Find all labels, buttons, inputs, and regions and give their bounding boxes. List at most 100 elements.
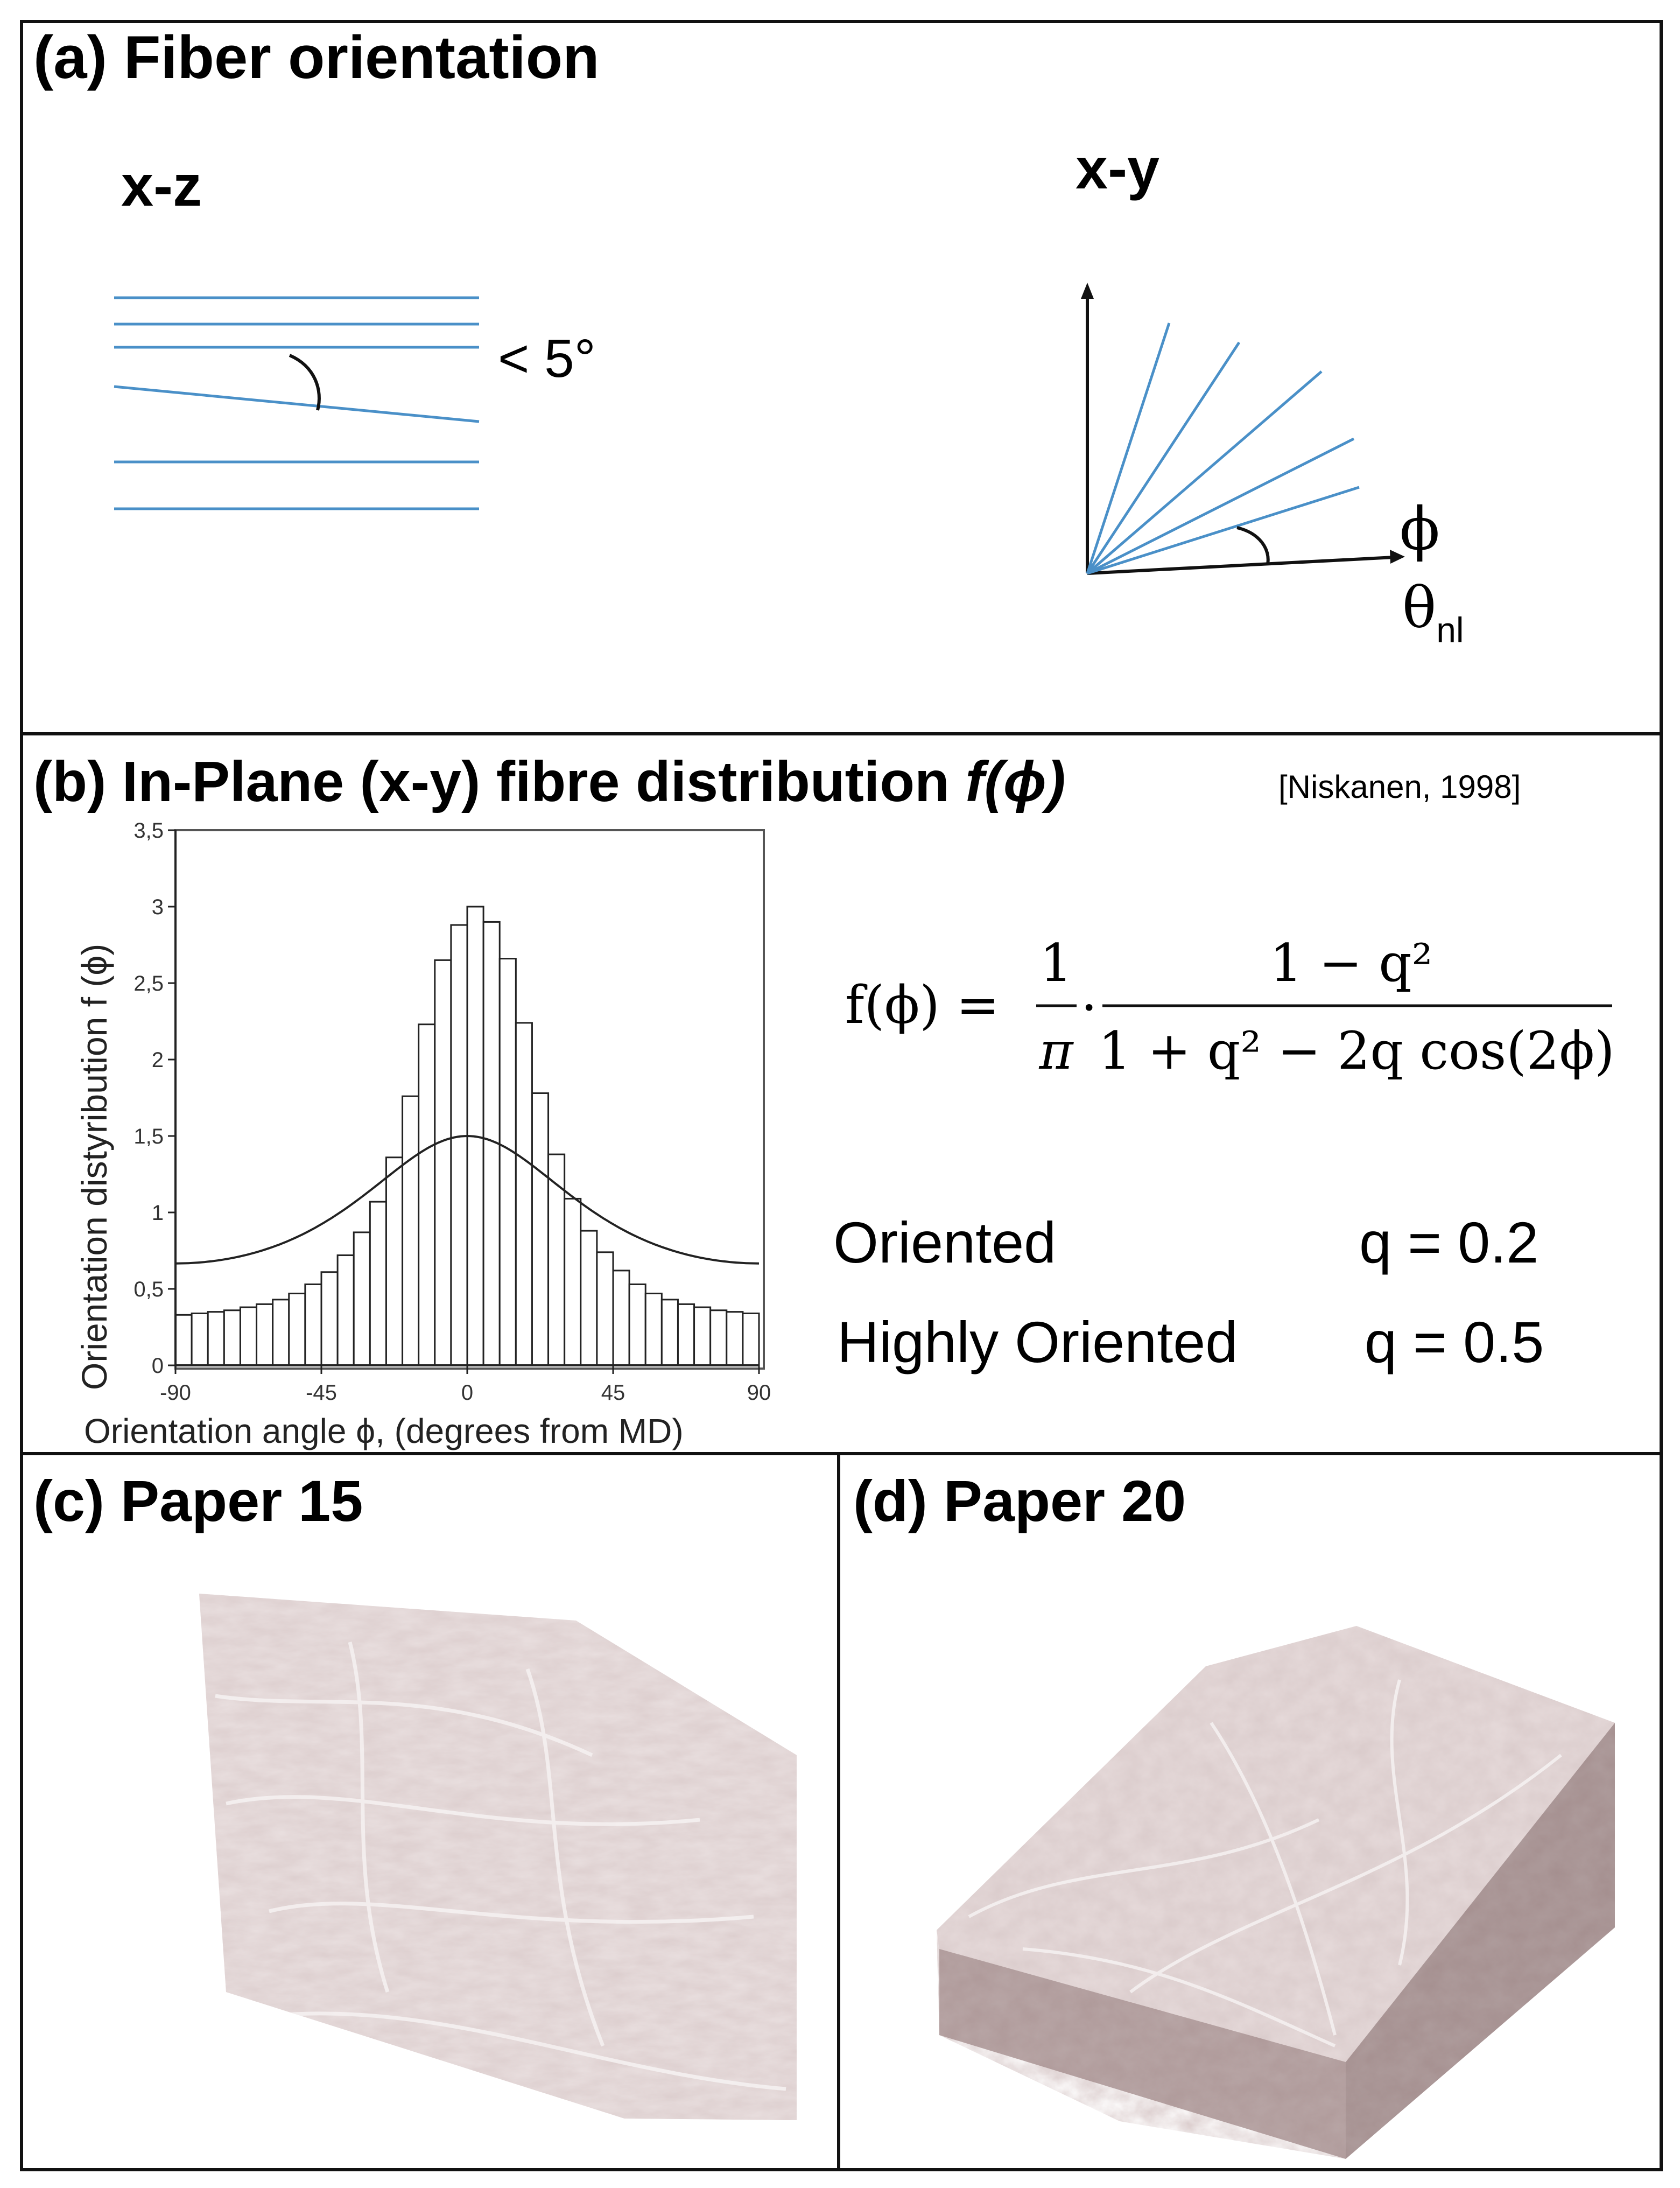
paper-20-side-edge xyxy=(1346,1723,1615,2159)
xz-angle-arc xyxy=(289,354,321,411)
chart-bar xyxy=(239,1306,258,1366)
xy-fiber-line xyxy=(1087,486,1360,575)
formula: f(ϕ) = 1 π · 1 − q² 1 + q² − 2q cos(2ϕ) xyxy=(845,933,1615,1081)
chart-x-ticks: -90 -45 0 45 90 xyxy=(160,1365,771,1405)
chart-y-tick-label: 0,5 xyxy=(133,1278,164,1301)
chart-bar xyxy=(450,924,468,1366)
chart-x-tick-label: 45 xyxy=(601,1381,625,1405)
panel-d-title: (d) Paper 20 xyxy=(853,1468,1186,1533)
chart-y-tick-label: 3 xyxy=(152,895,164,919)
fiber-strand xyxy=(968,1818,1320,1918)
panel-b-title-text: (b) In-Plane (x-y) fibre distribution xyxy=(33,750,965,814)
xy-vertical-arrow xyxy=(1081,283,1094,299)
chart-bar xyxy=(612,1270,630,1366)
chart-y-tick-label: 0 xyxy=(152,1354,164,1378)
chart-y-ticks: 0 0,5 1 1,5 2 2,5 3 3,5 xyxy=(133,819,175,1378)
xz-fiber-line-tilted xyxy=(114,385,480,423)
xy-horizontal-arrow xyxy=(1390,550,1405,564)
theta-symbol: θ xyxy=(1402,575,1436,641)
xy-fiber-line xyxy=(1086,370,1323,574)
chart-bar xyxy=(531,1092,550,1366)
chart-x-tick-label: -90 xyxy=(160,1381,191,1405)
phi-label: ϕ xyxy=(1400,494,1440,563)
chart-bar xyxy=(272,1299,290,1366)
fiber-strand xyxy=(348,1642,390,1993)
angle-label: < 5° xyxy=(498,328,596,389)
xy-fiber-line xyxy=(1086,341,1241,574)
panel-borders xyxy=(20,20,1663,2171)
formula-frac1-num: 1 xyxy=(1039,933,1072,993)
chart-bar xyxy=(547,1153,566,1366)
chart-curve-q02 xyxy=(175,1134,760,1265)
chart-y-tick-label: 2,5 xyxy=(133,972,164,995)
chart-bar xyxy=(304,1283,322,1366)
chart-bar xyxy=(256,1303,274,1366)
formula-numerator: 1 − q² xyxy=(1270,933,1432,993)
xz-label: x-z xyxy=(121,153,202,218)
fiber-strand xyxy=(1129,1754,1562,1994)
chart-x-tick-label: 90 xyxy=(747,1381,771,1405)
chart-bar xyxy=(402,1095,420,1366)
chart-bar xyxy=(191,1312,209,1366)
chart-y-tick-label: 2 xyxy=(152,1048,164,1072)
xy-fiber-line xyxy=(1086,437,1355,575)
panel-a-title: (a) Fiber orientation xyxy=(33,24,600,91)
chart-bar xyxy=(693,1306,712,1366)
row-highly-oriented-label: Highly Oriented xyxy=(837,1309,1238,1374)
fiber-strand xyxy=(269,1902,754,1924)
chart-bar xyxy=(580,1230,598,1366)
fiber-strand xyxy=(226,1795,700,1826)
xy-angle-arc xyxy=(1236,526,1270,565)
paper-20-sample-image xyxy=(937,1626,1615,2159)
chart-bar xyxy=(515,1022,533,1366)
theta-subscript: nl xyxy=(1436,610,1464,650)
fiber-strand xyxy=(1022,1947,1336,2047)
xz-fiber-lines xyxy=(114,296,480,510)
xy-axes xyxy=(1081,283,1405,575)
formula-frac1-den: π xyxy=(1038,1021,1074,1081)
chart-bar xyxy=(677,1303,695,1366)
chart-bar xyxy=(628,1283,646,1366)
chart-bar xyxy=(644,1293,663,1366)
paper-15-fibers xyxy=(215,1642,786,2091)
formula-lhs: f(ϕ) = xyxy=(845,975,1000,1035)
chart-bar xyxy=(385,1156,404,1366)
xy-fiber-lines xyxy=(1086,322,1360,575)
xy-label: x-y xyxy=(1076,136,1159,201)
fiber-strand xyxy=(1390,1679,1409,1966)
chart-bar xyxy=(434,959,452,1366)
formula-dot: · xyxy=(1081,978,1098,1038)
fiber-strand xyxy=(525,1668,605,2047)
xy-horizontal-axis xyxy=(1087,556,1395,575)
xy-fiber-line xyxy=(1086,322,1171,574)
chart-bar xyxy=(207,1311,225,1366)
chart-bar xyxy=(369,1201,387,1366)
chart-x-tick-label: -45 xyxy=(306,1381,337,1405)
chart-bar xyxy=(353,1231,371,1366)
fiber-strand xyxy=(242,2011,786,2091)
theta-label: θnl xyxy=(1402,575,1464,650)
outer-border xyxy=(20,20,1663,2171)
fiber-strand xyxy=(215,1694,593,1757)
chart-bar xyxy=(418,1023,436,1366)
chart-bar xyxy=(742,1312,760,1366)
chart-x-tick-label: 0 xyxy=(461,1381,473,1405)
panel-b-title-func: f(ϕ) xyxy=(965,750,1065,814)
chart-bar xyxy=(564,1197,582,1366)
paper-20-fibers xyxy=(968,1679,1562,2047)
chart-bar xyxy=(596,1251,614,1366)
chart-bar xyxy=(174,1314,193,1366)
row-oriented-label: Oriented xyxy=(833,1210,1056,1275)
chart-y-tick-label: 1,5 xyxy=(133,1125,164,1148)
chart-bar xyxy=(709,1309,728,1366)
chart-bar xyxy=(320,1271,339,1366)
formula-denominator: 1 + q² − 2q cos(2ϕ) xyxy=(1098,1021,1614,1081)
panel-d: (d) Paper 20 xyxy=(853,1468,1615,2159)
panel-c: (c) Paper 15 xyxy=(33,1468,797,2120)
row-highly-oriented-value: q = 0.5 xyxy=(1365,1309,1544,1374)
chart-bar xyxy=(726,1311,744,1366)
chart-bar xyxy=(660,1299,679,1366)
panel-b: (b) In-Plane (x-y) fibre distribution f(… xyxy=(33,750,1615,1450)
chart-y-tick-label: 1 xyxy=(152,1201,164,1225)
